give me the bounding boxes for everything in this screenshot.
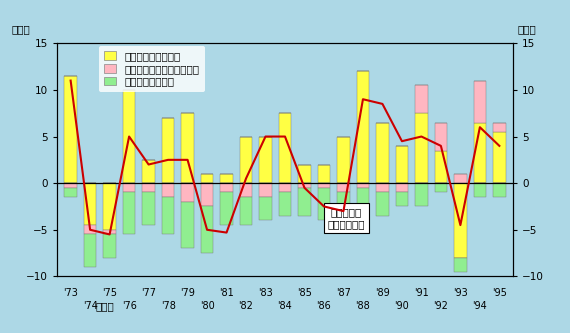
Bar — [279, 183, 291, 192]
Text: 製造業部門
伸び率（％）: 製造業部門 伸び率（％） — [328, 207, 365, 229]
Bar — [474, 81, 486, 123]
Bar — [434, 183, 447, 192]
Text: '88: '88 — [356, 301, 370, 311]
Bar — [220, 192, 233, 225]
Legend: 生産活動要因（％）, 業種シェア変化要因（％）, 原単位要因（％）: 生産活動要因（％）, 業種シェア変化要因（％）, 原単位要因（％） — [99, 46, 205, 92]
Bar — [201, 183, 213, 206]
Text: '75: '75 — [102, 287, 117, 297]
Bar — [415, 113, 428, 183]
Bar — [317, 165, 330, 183]
Bar — [220, 183, 233, 192]
Text: '87: '87 — [336, 287, 351, 297]
Text: '80: '80 — [200, 301, 214, 311]
Text: '94: '94 — [473, 301, 487, 311]
Bar — [337, 137, 350, 183]
Text: '89: '89 — [375, 287, 390, 297]
Bar — [84, 183, 96, 225]
Text: '79: '79 — [180, 287, 195, 297]
Text: （％）: （％） — [11, 24, 30, 34]
Bar — [357, 183, 369, 188]
Text: '84: '84 — [278, 301, 292, 311]
Bar — [317, 183, 330, 188]
Bar — [317, 188, 330, 220]
Bar — [396, 192, 408, 206]
Bar — [259, 137, 272, 183]
Bar — [454, 183, 467, 258]
Text: （年）: （年） — [96, 301, 115, 311]
Bar — [162, 118, 174, 183]
Bar — [162, 183, 174, 197]
Bar — [376, 192, 389, 216]
Text: '86: '86 — [316, 301, 331, 311]
Bar — [123, 192, 136, 234]
Bar — [493, 132, 506, 183]
Bar — [103, 230, 116, 234]
Bar — [415, 85, 428, 113]
Bar — [415, 183, 428, 206]
Bar — [493, 183, 506, 197]
Bar — [454, 258, 467, 272]
Bar — [64, 183, 77, 188]
Text: '78: '78 — [161, 301, 176, 311]
Bar — [376, 123, 389, 183]
Text: '77: '77 — [141, 287, 156, 297]
Bar — [123, 183, 136, 192]
Text: '95: '95 — [492, 287, 507, 297]
Bar — [259, 183, 272, 197]
Bar — [298, 183, 311, 188]
Bar — [396, 183, 408, 192]
Text: '81: '81 — [219, 287, 234, 297]
Bar — [279, 113, 291, 183]
Text: '73: '73 — [63, 287, 78, 297]
Bar — [84, 234, 96, 267]
Bar — [240, 137, 253, 183]
Bar — [181, 202, 194, 248]
Bar — [357, 71, 369, 183]
Bar — [434, 123, 447, 151]
Bar — [181, 113, 194, 183]
Bar — [64, 188, 77, 197]
Bar — [84, 225, 96, 234]
Bar — [337, 183, 350, 192]
Text: '82: '82 — [239, 301, 254, 311]
Bar — [396, 146, 408, 183]
Bar — [298, 165, 311, 183]
Bar — [142, 183, 155, 192]
Text: '83: '83 — [258, 287, 273, 297]
Bar — [279, 192, 291, 216]
Bar — [240, 183, 253, 197]
Bar — [220, 174, 233, 183]
Text: '85: '85 — [297, 287, 312, 297]
Bar — [142, 160, 155, 183]
Bar — [103, 183, 116, 230]
Text: '74: '74 — [83, 301, 97, 311]
Bar — [240, 197, 253, 225]
Text: '90: '90 — [394, 301, 409, 311]
Bar — [201, 206, 213, 253]
Bar — [493, 123, 506, 132]
Bar — [357, 188, 369, 206]
Bar — [123, 90, 136, 183]
Bar — [64, 76, 77, 183]
Bar — [201, 174, 213, 183]
Bar — [103, 234, 116, 258]
Text: '93: '93 — [453, 287, 468, 297]
Bar — [454, 174, 467, 183]
Bar — [142, 192, 155, 225]
Bar — [259, 197, 272, 220]
Bar — [181, 183, 194, 202]
Text: '76: '76 — [121, 301, 137, 311]
Text: '91: '91 — [414, 287, 429, 297]
Bar — [162, 197, 174, 234]
Bar — [474, 183, 486, 197]
Text: （％）: （％） — [518, 24, 536, 34]
Bar — [434, 151, 447, 183]
Bar — [337, 192, 350, 216]
Text: '92: '92 — [433, 301, 449, 311]
Bar — [376, 183, 389, 192]
Bar — [298, 188, 311, 216]
Bar — [474, 123, 486, 183]
